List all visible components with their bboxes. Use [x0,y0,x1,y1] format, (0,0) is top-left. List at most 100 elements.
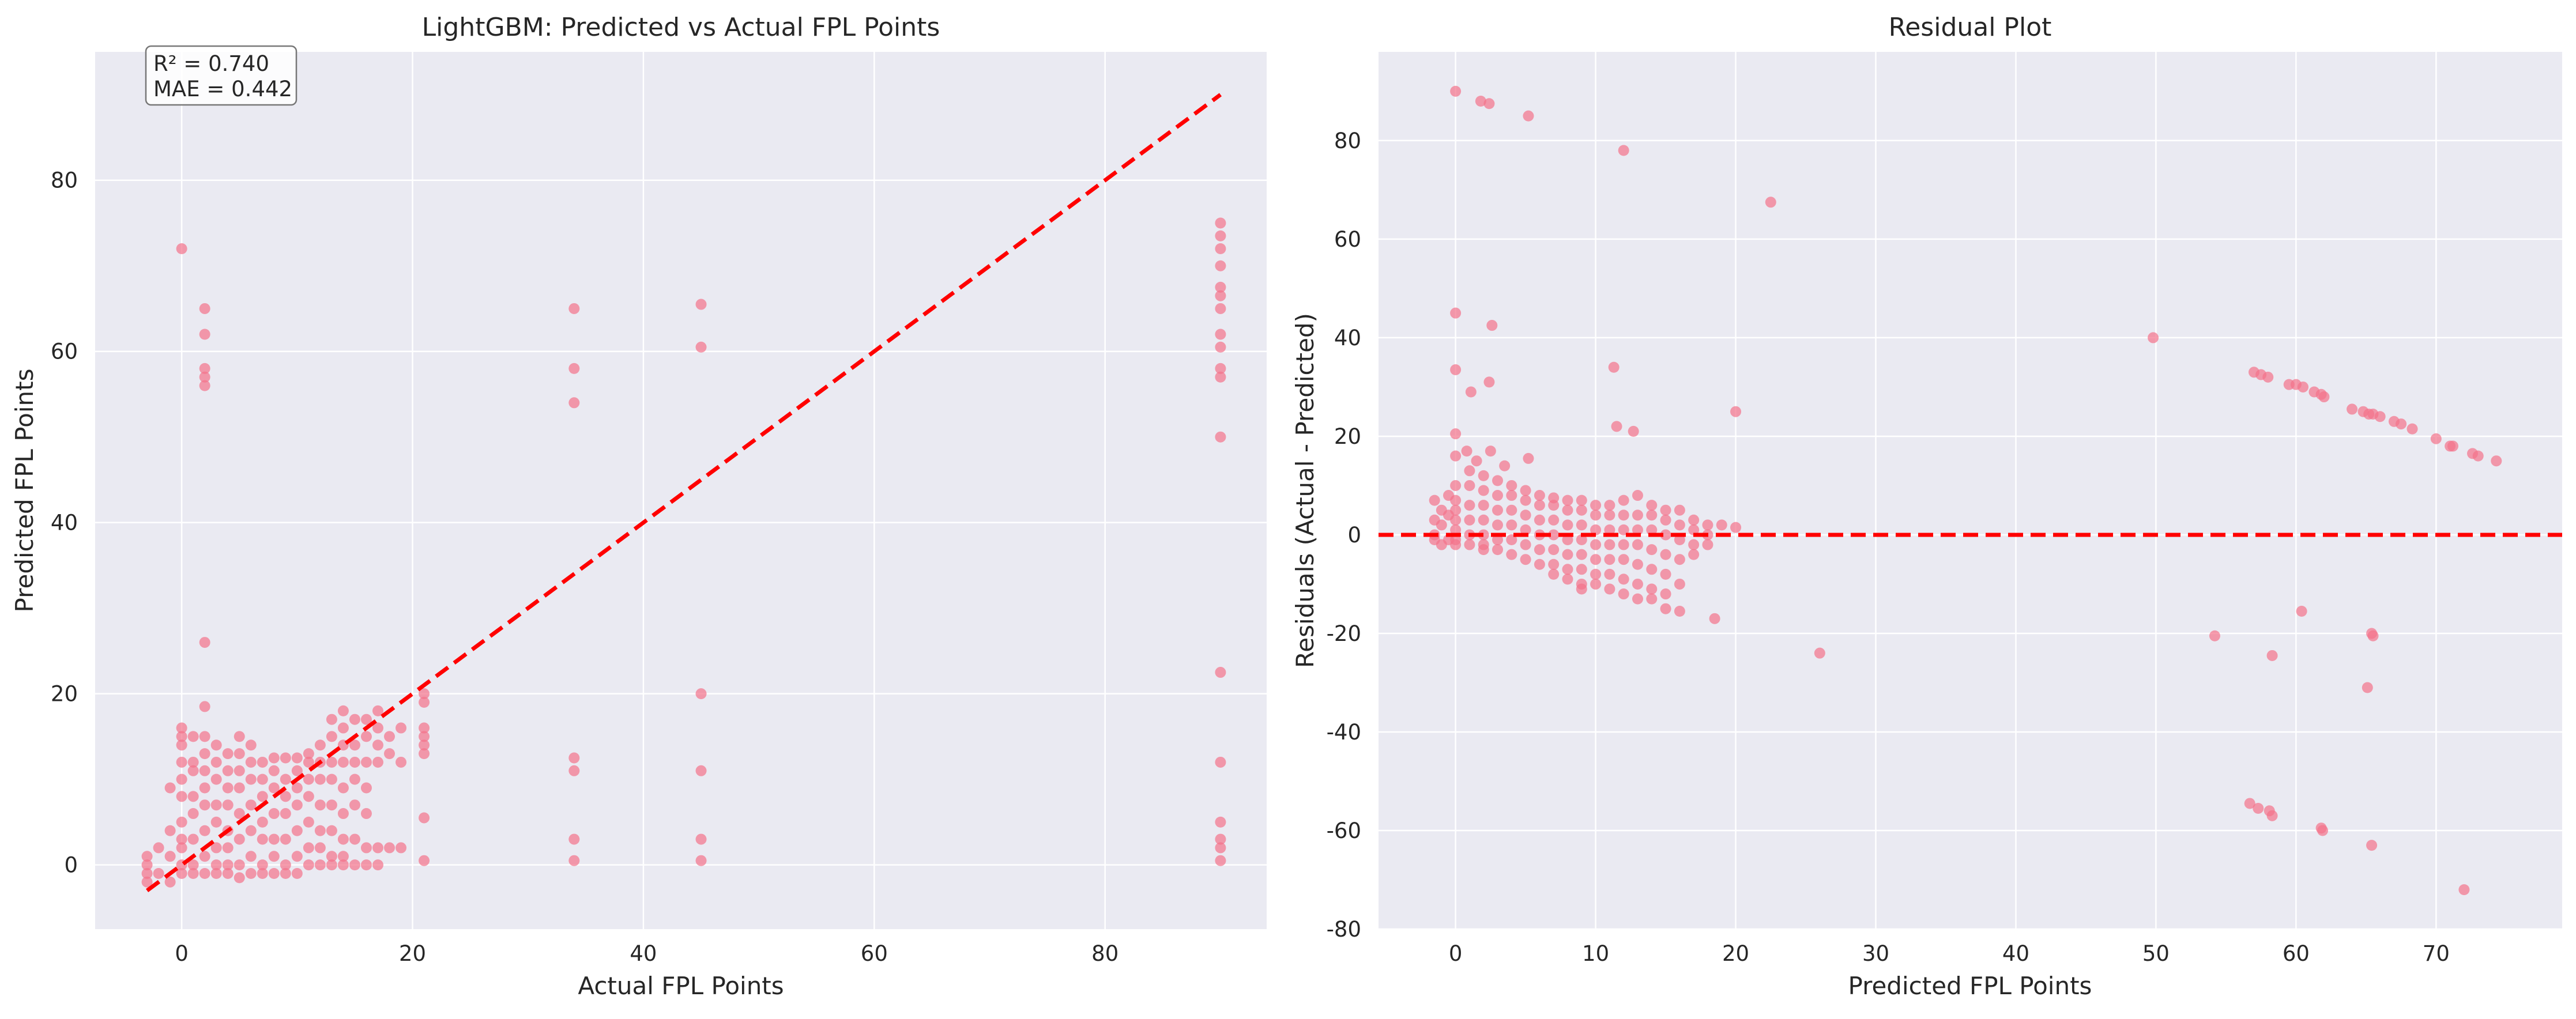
data-point [695,341,707,353]
data-point [234,833,245,845]
y-tick-label: 80 [51,168,78,193]
data-point [1464,465,1475,477]
data-point [1562,549,1573,560]
y-tick-label: 20 [1334,424,1361,449]
data-point [372,705,383,716]
data-point [419,855,430,866]
data-point [1562,495,1573,506]
data-point [1646,544,1658,556]
data-point [268,808,280,820]
data-point [1548,529,1560,541]
x-tick-label: 0 [1449,941,1463,966]
data-point [280,773,291,785]
data-point [176,722,187,734]
y-tick-label: -80 [1327,917,1361,942]
data-point [1660,549,1671,560]
data-point [1548,500,1560,511]
data-point [187,765,199,776]
data-point [2491,455,2502,467]
data-point [141,876,153,888]
tick-labels: 0 20 40 60 80 0 20 40 60 80 [51,168,1118,966]
data-point [360,714,372,725]
data-point [291,851,303,862]
data-point [1499,460,1511,471]
y-tick-label: 0 [1347,523,1361,548]
data-point [1492,475,1504,486]
data-point [1492,544,1504,556]
data-point [1562,564,1573,575]
x-tick-label: 20 [399,941,426,966]
data-point [1492,534,1504,546]
data-point [199,701,210,712]
data-point [1492,490,1504,501]
data-point [1618,573,1629,585]
data-point [1562,504,1573,516]
data-point [153,867,164,879]
data-point [199,303,210,314]
data-point [280,867,291,879]
data-point [2317,825,2329,836]
data-point [1632,490,1643,501]
data-point [1215,855,1226,866]
data-point [568,833,580,845]
data-point [268,752,280,764]
data-point [1688,549,1700,560]
data-point [291,752,303,764]
data-point [176,739,187,751]
data-point [1716,519,1727,531]
data-point [1534,558,1545,570]
data-point [1646,583,1658,595]
data-point [1215,303,1226,314]
data-point [1478,500,1489,511]
data-point [1450,307,1462,319]
data-point [1215,842,1226,854]
data-point [187,756,199,768]
data-point [1660,603,1671,614]
data-point [222,867,234,879]
y-tick-label: 40 [51,511,78,535]
data-point [280,791,291,802]
data-point [326,799,337,811]
data-point [222,748,234,760]
data-point [2367,630,2379,641]
data-point [1215,329,1226,340]
data-point [1562,519,1573,531]
data-point [326,859,337,871]
x-axis-label: Actual FPL Points [578,972,784,1000]
data-point [303,791,314,802]
data-point [1215,217,1226,229]
data-point [234,765,245,776]
data-point [2366,840,2378,851]
data-point [187,833,199,845]
data-point [419,812,430,824]
data-point [349,833,360,845]
data-point [1450,539,1462,550]
data-point [1492,504,1504,516]
data-point [280,833,291,845]
data-point [2296,605,2307,617]
data-point [384,748,396,760]
data-point [257,859,268,871]
data-point [337,833,349,845]
data-point [199,825,210,836]
data-point [210,739,222,751]
data-point [1674,504,1685,516]
data-point [199,765,210,776]
data-point [199,851,210,862]
data-point [1576,549,1587,560]
data-point [1520,554,1531,565]
data-point [1215,290,1226,301]
data-point [176,756,187,768]
data-point [1548,568,1560,580]
data-point [1618,495,1629,506]
data-point [268,765,280,776]
data-point [326,825,337,836]
data-point [1506,480,1517,491]
data-point [2262,371,2274,383]
chart-title: Residual Plot [1889,13,2052,42]
data-point [1548,544,1560,556]
data-point [1464,480,1475,491]
data-point [419,731,430,742]
data-point [419,688,430,700]
r2-text: R² = 0.740 [153,51,269,76]
